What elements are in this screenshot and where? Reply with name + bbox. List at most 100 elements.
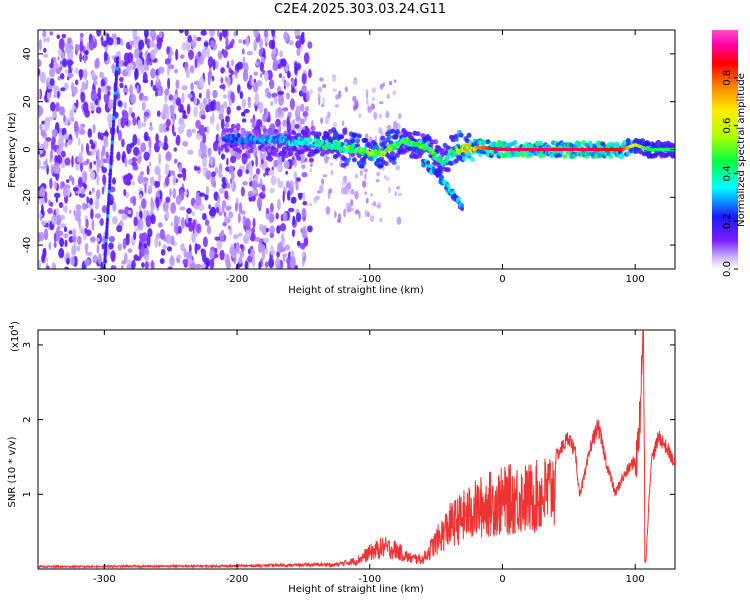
heatmap-cell — [280, 232, 284, 243]
heatmap-cell — [67, 139, 73, 146]
heatmap-cell — [223, 101, 228, 109]
heatmap-cell — [175, 134, 181, 146]
heatmap-cell — [220, 153, 226, 160]
heatmap-cell — [136, 138, 141, 146]
heatmap-cell — [194, 57, 198, 69]
heatmap-cell — [245, 36, 250, 47]
heatmap-cell — [230, 155, 237, 164]
heatmap-cell — [140, 245, 145, 258]
heatmap-cell — [251, 189, 259, 194]
heatmap-cell — [144, 254, 150, 262]
heatmap-cell — [112, 177, 116, 185]
heatmap-cell — [296, 132, 302, 138]
heatmap-cell — [79, 225, 83, 233]
heatmap-cell — [66, 179, 70, 184]
heatmap-cell — [170, 235, 175, 245]
heatmap-cell — [236, 133, 241, 138]
heatmap-cell — [91, 142, 96, 150]
heatmap-cell — [202, 49, 207, 59]
heatmap-cell — [354, 209, 360, 215]
heatmap-cell — [158, 171, 161, 184]
heatmap-cell — [189, 244, 192, 254]
heatmap-cell — [119, 219, 123, 227]
snr-series — [38, 330, 675, 569]
heatmap-cell — [438, 154, 443, 159]
heatmap-cell — [114, 73, 119, 79]
heatmap-cell — [62, 186, 68, 198]
heatmap-cell — [83, 53, 87, 64]
heatmap-cell — [184, 30, 189, 37]
colorbar-tick-label: 0.4 — [722, 165, 733, 181]
heatmap-cell — [182, 114, 188, 120]
heatmap-cell — [512, 140, 518, 145]
heatmap-cell — [114, 84, 118, 90]
heatmap-cell — [64, 266, 69, 269]
heatmap-cell — [252, 217, 256, 229]
heatmap-cell — [164, 58, 171, 65]
heatmap-cell — [290, 120, 296, 130]
heatmap-cell — [254, 130, 260, 135]
heatmap-cell — [104, 235, 108, 240]
heatmap-cell — [356, 133, 362, 139]
heatmap-cell — [54, 192, 61, 199]
heatmap-cell — [347, 181, 352, 190]
heatmap-cell — [199, 192, 206, 197]
heatmap-cell — [49, 31, 54, 36]
heatmap-cell — [126, 263, 132, 269]
heatmap-cell — [433, 151, 437, 157]
heatmap-cell — [145, 215, 152, 228]
heatmap-cell — [350, 207, 354, 212]
heatmap-cell — [302, 192, 306, 201]
heatmap-cell — [283, 31, 289, 41]
heatmap-cell — [112, 108, 116, 114]
heatmap-cell — [334, 104, 339, 108]
heatmap-cell — [219, 32, 223, 42]
heatmap-cell — [286, 116, 290, 126]
heatmap-cell — [58, 38, 65, 51]
heatmap-cell — [291, 229, 295, 238]
heatmap-cell — [233, 70, 238, 76]
heatmap-cell — [125, 233, 130, 240]
heatmap-cell — [224, 76, 228, 83]
heatmap-cell — [278, 125, 282, 133]
heatmap-cell — [96, 243, 100, 255]
heatmap-cell — [112, 201, 117, 212]
heatmap-cell — [159, 258, 165, 264]
heatmap-cell — [117, 243, 123, 251]
heatmap-cell — [217, 30, 220, 37]
heatmap-cell — [91, 149, 95, 156]
heatmap-cell — [86, 196, 90, 204]
heatmap-cell — [136, 58, 143, 70]
heatmap-cell — [273, 128, 279, 134]
heatmap-cell — [270, 175, 277, 186]
heatmap-cell — [370, 103, 376, 110]
heatmap-cell — [172, 115, 175, 125]
heatmap-cell — [42, 247, 47, 259]
heatmap-cell — [263, 107, 268, 116]
heatmap-cell — [538, 140, 544, 146]
heatmap-cell — [38, 59, 42, 68]
heatmap-cell — [301, 31, 305, 38]
heatmap-cell — [123, 52, 130, 63]
heatmap-cell — [112, 105, 117, 111]
heatmap-cell — [102, 131, 109, 137]
heatmap-cell — [390, 151, 396, 157]
heatmap-cell — [187, 93, 193, 99]
heatmap-cell — [218, 187, 225, 194]
heatmap-cell — [225, 115, 229, 123]
heatmap-cell — [134, 227, 141, 232]
heatmap-cell — [198, 124, 206, 136]
heatmap-cell — [113, 94, 117, 100]
heatmap-cell — [131, 161, 138, 167]
heatmap-cell — [290, 87, 296, 94]
heatmap-cell — [111, 126, 115, 132]
heatmap-cell — [109, 154, 113, 160]
heatmap-cell — [318, 97, 321, 106]
heatmap-cell — [38, 231, 41, 243]
heatmap-cell — [149, 125, 153, 131]
heatmap-cell — [253, 71, 258, 76]
heatmap-cell — [158, 240, 161, 247]
heatmap-cell — [143, 111, 150, 117]
heatmap-cell — [53, 232, 57, 243]
